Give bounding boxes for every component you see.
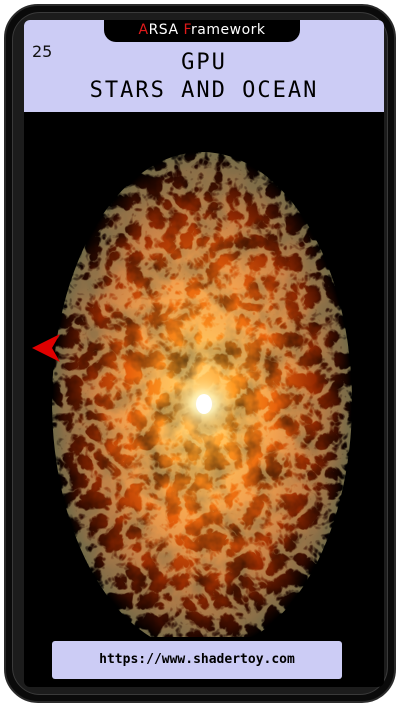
framework-label: ARSA Framework [104,20,300,42]
fps-counter: 25 [32,42,53,61]
framework-initial-a: A [138,22,149,38]
shadertoy-link[interactable]: https://www.shadertoy.com [52,641,342,679]
arrow-left-icon [32,334,60,362]
fire-ocean-render [24,112,384,637]
nav-left-arrow-icon[interactable] [30,332,62,364]
shader-canvas[interactable] [24,112,384,637]
framework-word-f: ramework [191,22,266,38]
app-screen: ARSA Framework 25 GPU STARS AND OCEAN [24,20,384,687]
page-title-line-1: GPU [181,50,227,75]
app-header: ARSA Framework 25 GPU STARS AND OCEAN [24,20,384,112]
page-title-line-2: STARS AND OCEAN [89,78,319,103]
framework-initial-f: F [183,22,192,38]
framework-word-a: RSA [148,22,184,38]
